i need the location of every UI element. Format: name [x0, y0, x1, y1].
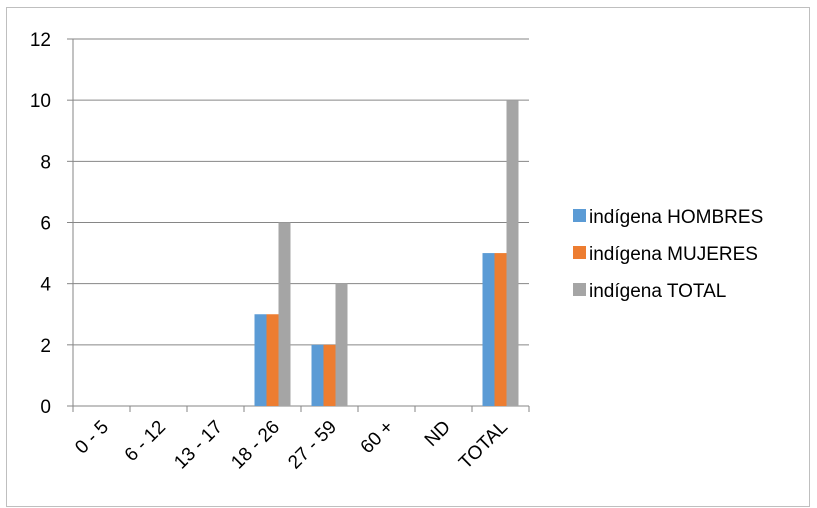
x-tick-label: 13 - 17 — [170, 417, 227, 474]
bar — [323, 344, 336, 406]
x-tick-label: 18 - 26 — [227, 417, 284, 474]
legend: indígena HOMBRES indígena MUJERES indígena… — [573, 207, 763, 302]
y-tick-label: 12 — [30, 30, 51, 51]
legend-item: indígena MUJERES — [573, 244, 758, 265]
legend-label: indígena HOMBRES — [589, 207, 763, 228]
bar — [266, 314, 279, 406]
x-tick-label: ND — [421, 417, 455, 451]
chart-frame — [6, 7, 810, 507]
legend-swatch — [573, 209, 586, 222]
legend-item: indígena TOTAL — [573, 281, 726, 302]
y-tick-label: 0 — [40, 397, 51, 418]
y-tick-label: 2 — [40, 336, 51, 357]
legend-label: indígena TOTAL — [589, 281, 726, 302]
legend-item: indígena HOMBRES — [573, 207, 763, 228]
y-tick-label: 8 — [40, 152, 51, 173]
bar — [482, 253, 495, 406]
x-tick-label: 27 - 59 — [284, 417, 341, 474]
bar — [335, 283, 348, 406]
legend-swatch — [573, 246, 586, 259]
bar — [494, 253, 507, 406]
legend-swatch — [573, 283, 586, 296]
x-tick-label: 0 - 5 — [71, 417, 113, 459]
y-tick-label: 6 — [40, 214, 51, 235]
x-tick-label: TOTAL — [455, 417, 512, 474]
gridlines — [73, 38, 529, 346]
bar — [254, 314, 267, 406]
bars — [254, 100, 519, 407]
y-tick-label: 4 — [40, 275, 51, 296]
legend-label: indígena MUJERES — [589, 244, 758, 265]
bar — [278, 222, 291, 406]
y-tick-labels: 0 2 4 6 8 10 12 — [30, 30, 52, 418]
bar — [311, 344, 324, 406]
bar — [506, 100, 519, 407]
y-tick-label: 10 — [30, 91, 51, 112]
axes — [67, 38, 530, 412]
x-tick-label: 6 - 12 — [121, 417, 170, 466]
x-tick-label: 60 + — [357, 417, 398, 458]
